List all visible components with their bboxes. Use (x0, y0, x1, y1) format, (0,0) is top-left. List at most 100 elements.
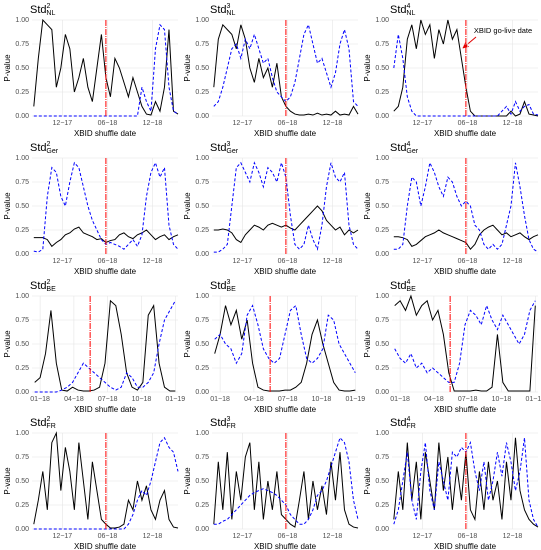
panel-title: Std2 Ger (30, 141, 59, 155)
y-tick-label: 0.25 (15, 227, 29, 234)
title-text: Std (210, 142, 227, 154)
series-line (213, 160, 359, 253)
x-tick-label: 06−18 (98, 533, 118, 540)
y-tick-label: 0.25 (15, 365, 29, 372)
panel-title: Std2 FR (30, 416, 56, 430)
x-tick-label: 12−18 (143, 258, 163, 265)
x-tick-label: 12−17 (413, 533, 433, 540)
y-axis-label: P-value (183, 467, 192, 495)
x-tick-label: 12−17 (413, 120, 433, 127)
y-tick-label: 0.75 (15, 317, 29, 324)
x-axis-label: XBID shuffle date (74, 542, 137, 550)
series-line (34, 300, 176, 393)
x-tick-label: 06−18 (278, 258, 298, 265)
y-tick-label: 1.00 (15, 155, 29, 162)
panel-title: Std3 Ger (210, 141, 239, 155)
title-sub: Ger (226, 148, 238, 155)
panel-title: Std2 NL (30, 3, 55, 17)
y-tick-label: 0.50 (15, 478, 29, 485)
panel-title: Std4 NL (390, 3, 415, 17)
x-axis-label: XBID shuffle date (434, 542, 497, 550)
y-axis-label: P-value (3, 54, 12, 82)
y-axis-label: P-value (3, 467, 12, 495)
panel-title: Std3 BE (210, 279, 236, 293)
x-tick-label: 04−18 (424, 396, 444, 403)
x-tick-label: 12−18 (143, 533, 163, 540)
title-sup: 3 (227, 3, 231, 10)
title-sub: NL (406, 10, 415, 17)
x-axis-label: XBID shuffle date (254, 405, 317, 414)
y-tick-label: 0.75 (15, 179, 29, 186)
y-axis-label: P-value (363, 54, 372, 82)
title-sup: 2 (47, 416, 51, 423)
title-sup: 2 (47, 3, 51, 10)
y-tick-label: 0.25 (195, 502, 209, 509)
title-text: Std (210, 4, 227, 16)
y-tick-label: 0.50 (375, 478, 389, 485)
annotation: XBID go-live date (474, 26, 532, 35)
title-sub: FR (46, 423, 55, 430)
y-tick-label: 1.00 (195, 17, 209, 24)
y-axis-label: P-value (363, 330, 372, 358)
y-axis-label: P-value (183, 192, 192, 220)
y-tick-label: 1.00 (375, 155, 389, 162)
x-tick-label: 12−17 (413, 258, 433, 265)
x-tick-label: 06−18 (458, 120, 478, 127)
y-tick-label: 0.50 (375, 341, 389, 348)
title-sub: BE (46, 286, 56, 293)
title-sub: FR (226, 423, 235, 430)
y-axis-label: P-value (3, 192, 12, 220)
y-tick-label: 0.25 (375, 227, 389, 234)
y-tick-label: 1.00 (375, 17, 389, 24)
x-tick-label: 12−18 (503, 120, 523, 127)
x-tick-label: 06−18 (278, 120, 298, 127)
title-text: Std (30, 142, 47, 154)
title-text: Std (390, 280, 407, 292)
y-tick-label: 1.00 (15, 293, 29, 300)
x-axis-label: XBID shuffle date (74, 267, 137, 276)
y-axis-label: P-value (3, 330, 12, 358)
title-sub: BE (226, 286, 236, 293)
y-tick-label: 0.00 (15, 251, 29, 258)
y-tick-label: 0.00 (15, 526, 29, 533)
y-axis-label: P-value (363, 467, 372, 495)
y-tick-label: 0.00 (195, 526, 209, 533)
y-tick-label: 1.00 (375, 293, 389, 300)
y-tick-label: 0.00 (375, 251, 389, 258)
series-line (393, 34, 539, 117)
panel-title: Std3 FR (210, 416, 236, 430)
y-tick-label: 1.00 (15, 430, 29, 437)
panel-title: Std4 Ger (390, 141, 419, 155)
title-text: Std (30, 280, 47, 292)
x-tick-label: 07−18 (458, 396, 478, 403)
title-sup: 4 (407, 141, 411, 148)
x-tick-label: 04−18 (64, 396, 84, 403)
y-tick-label: 0.50 (195, 341, 209, 348)
x-tick-label: 12−18 (143, 120, 163, 127)
x-axis-label: XBID shuffle date (434, 405, 497, 414)
y-tick-label: 0.75 (195, 317, 209, 324)
x-axis-label: XBID shuffle date (254, 129, 317, 138)
x-tick-label: 12−18 (323, 120, 343, 127)
x-axis-label: XBID shuffle date (254, 267, 317, 276)
title-sub: BE (406, 286, 416, 293)
y-tick-label: 1.00 (195, 155, 209, 162)
y-tick-label: 0.75 (375, 317, 389, 324)
x-tick-label: 10−18 (492, 396, 512, 403)
y-tick-label: 0.75 (195, 179, 209, 186)
y-tick-label: 0.50 (195, 203, 209, 210)
title-sup: 3 (227, 416, 231, 423)
series-line (214, 304, 356, 374)
x-tick-label: 12−17 (53, 120, 73, 127)
x-tick-label: 01−18 (210, 396, 230, 403)
y-tick-label: 0.75 (195, 454, 209, 461)
title-sup: 2 (47, 279, 51, 286)
title-text: Std (30, 417, 47, 429)
title-text: Std (30, 4, 47, 16)
x-tick-label: 10−18 (132, 396, 152, 403)
x-tick-label: 12−17 (233, 533, 253, 540)
y-tick-label: 0.00 (375, 526, 389, 533)
y-tick-label: 0.50 (375, 203, 389, 210)
x-axis-label: XBID shuffle date (74, 129, 137, 138)
